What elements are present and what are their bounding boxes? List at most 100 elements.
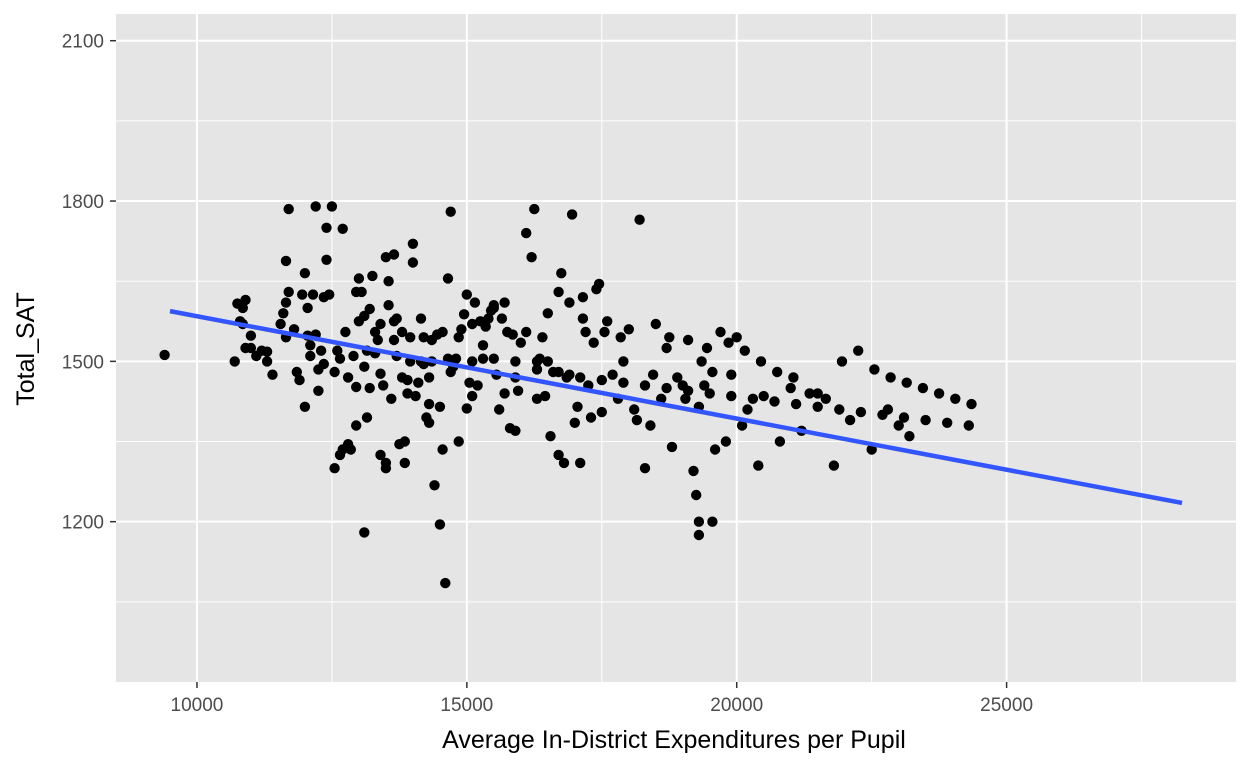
data-point [464,377,475,388]
data-point [477,353,489,364]
data-point [507,329,518,340]
data-point [375,368,386,379]
data-point [682,334,694,346]
data-point [364,382,375,394]
data-point [558,457,570,469]
data-point [458,309,470,320]
data-point [920,414,931,426]
data-point [399,436,410,447]
data-point [437,444,448,455]
data-point [731,332,742,343]
data-point [378,380,389,391]
data-point [707,516,718,527]
data-point [715,326,726,338]
data-point [853,345,864,356]
data-point [297,289,308,300]
data-point [569,417,580,428]
data-point [898,412,910,423]
data-point [321,254,332,265]
minor-gridlines [116,14,1236,682]
data-point [348,350,359,362]
x-tick-label: 15000 [440,695,493,716]
y-tick-label: 1800 [62,192,104,213]
data-point [434,519,446,530]
data-point [521,326,532,338]
data-point [664,332,675,343]
data-point [159,349,170,361]
y-axis: 1200 1500 1800 2100 [62,32,116,534]
data-point [299,401,311,412]
data-point [618,377,629,388]
data-point [499,297,510,308]
data-point [442,273,454,284]
data-point [566,209,578,220]
data-point [407,238,419,249]
data-point [772,366,783,378]
data-point [305,340,316,351]
data-point [593,278,605,290]
data-point [407,257,419,268]
data-point [596,374,607,386]
data-point [556,268,567,279]
data-point [372,334,383,346]
data-point [388,316,400,327]
data-point [950,393,961,404]
data-point [615,332,626,343]
data-point [318,358,329,370]
data-point [280,255,292,267]
y-tick-label: 2100 [62,32,104,53]
data-point [855,406,867,418]
data-point [933,388,945,399]
data-point [456,324,467,335]
data-point [402,374,413,386]
data-point [423,417,435,428]
data-point [326,201,338,212]
data-point [315,345,327,356]
data-point [313,385,324,396]
data-point [375,449,386,461]
data-point [229,356,240,367]
data-point [488,353,499,364]
data-point [332,345,343,356]
data-point [261,346,273,357]
data-point [885,372,896,383]
data-point [742,404,753,415]
data-point [774,436,786,447]
data-point [553,286,564,298]
data-point [302,302,313,314]
data-point [413,377,424,388]
data-point [639,380,651,391]
data-point [453,436,464,447]
data-point [280,297,292,308]
data-point [510,425,521,436]
data-point [704,388,715,399]
data-point [364,303,375,315]
data-point [596,406,607,418]
data-point [294,374,305,386]
data-point [245,330,257,341]
data-point [696,356,707,367]
data-point [758,390,769,402]
data-point [396,326,408,338]
data-point [261,356,273,367]
data-point [329,366,340,378]
data-point [496,313,508,324]
data-point [467,390,478,402]
data-point [542,356,553,367]
data-point [607,369,618,380]
data-point [699,380,710,391]
data-point [399,457,410,469]
data-point [375,318,386,330]
data-point [461,403,472,414]
data-point [529,203,540,215]
data-point [707,366,718,378]
data-point [461,289,472,300]
data-point [531,356,543,367]
data-point [434,401,446,412]
data-point [537,332,548,343]
data-point [510,356,521,367]
data-point [893,420,904,431]
data-point [575,372,586,383]
data-point [515,337,526,348]
